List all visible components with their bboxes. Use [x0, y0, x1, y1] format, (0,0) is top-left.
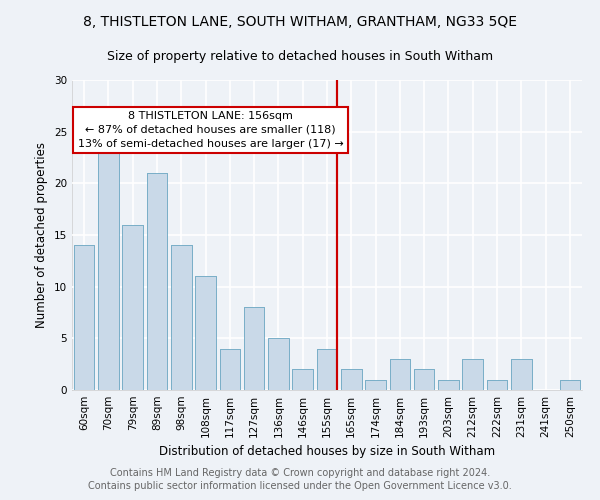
Bar: [560, 380, 580, 390]
Bar: [244, 308, 265, 390]
X-axis label: Distribution of detached houses by size in South Witham: Distribution of detached houses by size …: [159, 446, 495, 458]
Bar: [146, 173, 167, 390]
Bar: [511, 359, 532, 390]
Bar: [244, 308, 265, 390]
Bar: [414, 370, 434, 390]
Bar: [98, 152, 119, 390]
Bar: [146, 173, 167, 390]
Bar: [195, 276, 216, 390]
Text: 8, THISTLETON LANE, SOUTH WITHAM, GRANTHAM, NG33 5QE: 8, THISTLETON LANE, SOUTH WITHAM, GRANTH…: [83, 15, 517, 29]
Bar: [98, 152, 119, 390]
Bar: [122, 224, 143, 390]
Bar: [292, 370, 313, 390]
Text: Contains HM Land Registry data © Crown copyright and database right 2024.: Contains HM Land Registry data © Crown c…: [110, 468, 490, 477]
Bar: [195, 276, 216, 390]
Text: 8 THISTLETON LANE: 156sqm
← 87% of detached houses are smaller (118)
13% of semi: 8 THISTLETON LANE: 156sqm ← 87% of detac…: [77, 111, 343, 149]
Bar: [122, 224, 143, 390]
Bar: [341, 370, 362, 390]
Bar: [414, 370, 434, 390]
Bar: [317, 348, 337, 390]
Bar: [463, 359, 483, 390]
Bar: [365, 380, 386, 390]
Text: Contains public sector information licensed under the Open Government Licence v3: Contains public sector information licen…: [88, 481, 512, 491]
Bar: [438, 380, 459, 390]
Bar: [220, 348, 240, 390]
Bar: [74, 246, 94, 390]
Bar: [171, 246, 191, 390]
Bar: [317, 348, 337, 390]
Bar: [389, 359, 410, 390]
Bar: [365, 380, 386, 390]
Bar: [389, 359, 410, 390]
Bar: [171, 246, 191, 390]
Bar: [560, 380, 580, 390]
Text: Size of property relative to detached houses in South Witham: Size of property relative to detached ho…: [107, 50, 493, 63]
Y-axis label: Number of detached properties: Number of detached properties: [35, 142, 49, 328]
Bar: [74, 246, 94, 390]
Bar: [292, 370, 313, 390]
Bar: [487, 380, 508, 390]
Bar: [487, 380, 508, 390]
Bar: [438, 380, 459, 390]
Bar: [268, 338, 289, 390]
Bar: [341, 370, 362, 390]
Bar: [268, 338, 289, 390]
Bar: [463, 359, 483, 390]
Bar: [511, 359, 532, 390]
Bar: [220, 348, 240, 390]
